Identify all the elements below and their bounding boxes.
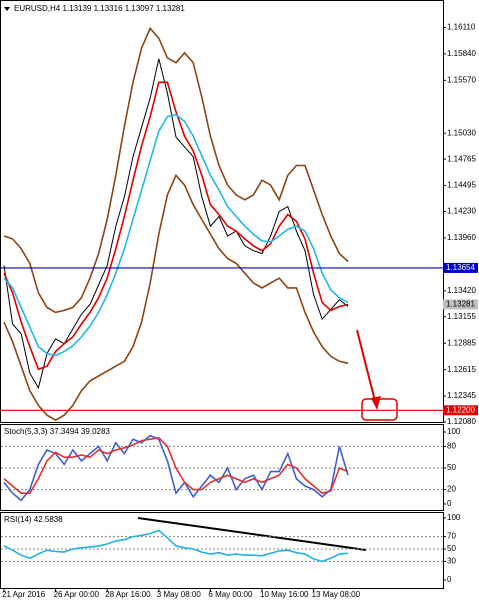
current-price-box — [443, 299, 478, 310]
series-line — [3, 26, 349, 314]
y-tick-label: 1.14230 — [447, 207, 476, 216]
y-tick-label: 50 — [447, 544, 456, 553]
series-line — [3, 113, 349, 357]
x-tick-label: 3 May 08:00 — [157, 590, 202, 599]
y-tick-label: 1.15030 — [447, 128, 476, 137]
y-tick-label: 1.15570 — [447, 75, 476, 84]
main-panel — [0, 0, 444, 423]
y-tick-label: 1.13960 — [447, 233, 476, 242]
y-tick-label: 80 — [447, 442, 456, 451]
target-box — [361, 398, 398, 421]
rsi-title: RSI(14) 42.5838 — [4, 515, 63, 524]
price-label-box — [443, 262, 478, 273]
menu-arrow — [4, 7, 10, 11]
series-line — [3, 529, 349, 563]
arrow-head — [371, 396, 381, 410]
y-tick-label: 30 — [447, 557, 456, 566]
y-tick-label: 70 — [447, 532, 456, 541]
y-tick-label: 1.12885 — [447, 338, 476, 347]
rsi-panel — [0, 512, 444, 589]
y-tick-label: 1.14495 — [447, 181, 476, 190]
y-tick-label: 1.13420 — [447, 286, 476, 295]
y-tick-label: 100 — [447, 427, 461, 436]
y-tick-label: 100 — [447, 513, 461, 522]
price-label: 1.13654 — [446, 263, 475, 272]
rsi-trendline — [137, 517, 367, 551]
x-tick-label: 21 Apr 2016 — [2, 590, 46, 599]
series-line — [3, 173, 349, 422]
x-tick-label: 28 Apr 16:00 — [105, 590, 151, 599]
stoch-title: Stoch(5,3,3) 37.3494 39.0283 — [4, 427, 110, 436]
y-tick-label: 1.13155 — [447, 312, 476, 321]
current-price-label: 1.13281 — [446, 300, 475, 309]
y-tick-label: 50 — [447, 463, 456, 472]
price-label: 1.12200 — [446, 405, 475, 414]
series-line — [3, 434, 349, 502]
y-tick-label: 0 — [447, 575, 452, 584]
series-line — [3, 436, 349, 495]
y-tick-label: 1.16110 — [447, 23, 476, 32]
series-line — [3, 58, 349, 390]
y-tick-label: 1.12615 — [447, 365, 476, 374]
y-tick-label: 1.15840 — [447, 49, 476, 58]
y-tick-label: 20 — [447, 485, 456, 494]
y-tick-label: 1.12080 — [447, 417, 476, 426]
arrow-shaft — [356, 329, 377, 406]
y-tick-label: 1.12345 — [447, 391, 476, 400]
x-tick-label: 26 Apr 00:00 — [54, 590, 100, 599]
series-line — [3, 81, 349, 371]
price-label-box — [443, 405, 478, 416]
x-tick-label: 10 May 16:00 — [260, 590, 309, 599]
x-tick-label: 6 May 00:00 — [208, 590, 253, 599]
chart-title: EURUSD,H4 1.13139 1.13316 1.13097 1.1328… — [14, 4, 185, 13]
x-tick-label: 13 May 08:00 — [312, 590, 361, 599]
y-tick-label: 1.14765 — [447, 154, 476, 163]
y-tick-label: 0 — [447, 499, 452, 508]
